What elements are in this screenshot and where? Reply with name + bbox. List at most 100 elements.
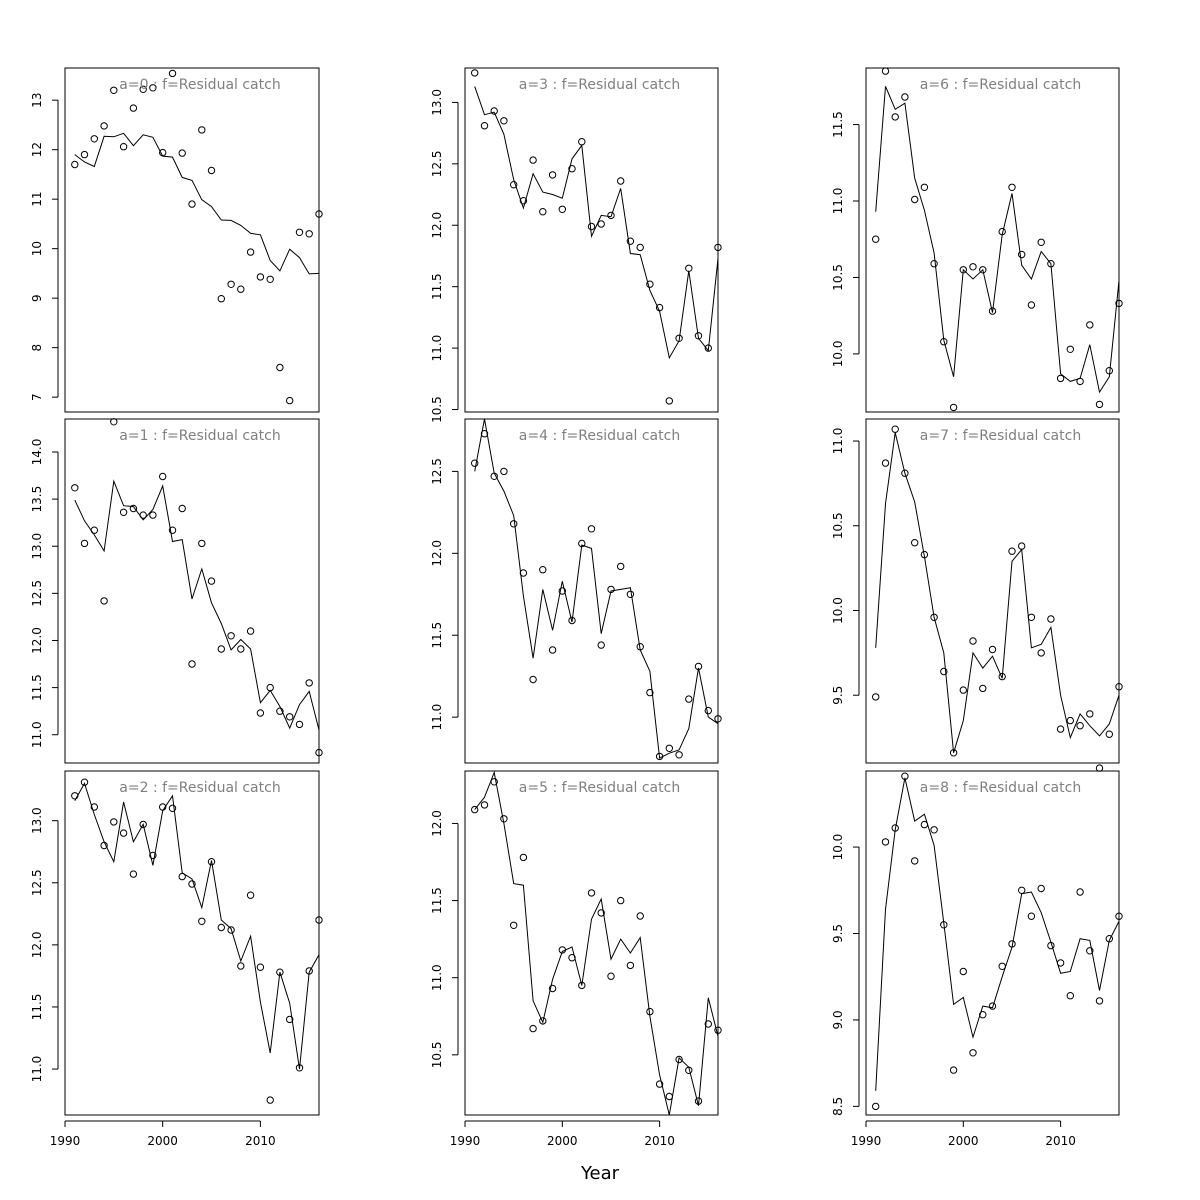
observed-point (110, 418, 118, 426)
observed-point (1086, 947, 1094, 955)
observed-point (891, 425, 899, 433)
observed-point (1076, 377, 1084, 386)
observed-point (617, 562, 625, 571)
observed-point (149, 851, 157, 860)
y-tick-label: 12.0 (430, 212, 444, 239)
observed-point (266, 1096, 274, 1104)
y-tick-label: 8.5 (831, 1097, 845, 1116)
observed-point (286, 1015, 294, 1024)
x-axis-label: Year (580, 1163, 620, 1184)
observed-point (90, 526, 99, 534)
y-tick-label: 9 (30, 294, 44, 302)
observed-point (119, 829, 128, 837)
observed-point (129, 504, 138, 513)
observed-point (119, 143, 128, 151)
observed-point (198, 917, 206, 925)
observed-point (665, 744, 673, 752)
observed-point (949, 403, 958, 412)
observed-point (891, 113, 899, 121)
observed-point (471, 805, 479, 814)
y-tick-label: 11 (30, 192, 44, 207)
observed-point (930, 826, 938, 834)
observed-point (529, 675, 537, 684)
observed-point (704, 344, 712, 352)
panel-title: a=2 : f=Residual catch (119, 780, 280, 796)
observed-point (315, 210, 323, 218)
observed-point (920, 820, 929, 829)
observed-point (500, 815, 508, 823)
y-tick-label: 11.0 (30, 1056, 44, 1083)
panel-title: a=1 : f=Residual catch (119, 428, 280, 444)
observed-point (100, 122, 108, 130)
fitted-line (474, 418, 719, 759)
observed-point (159, 148, 167, 157)
observed-point (1047, 941, 1055, 950)
y-tick-label: 12.0 (430, 540, 444, 567)
observed-point (1018, 542, 1026, 550)
panel-title: a=3 : f=Residual catch (519, 77, 680, 93)
panel-3: 11.0 11.5 12.0 12.5 13.0 13.5 14.0 a=1 : f=Resi… (30, 418, 323, 764)
observed-point (568, 165, 576, 173)
observed-point (471, 69, 479, 77)
y-tick-label: 11.0 (831, 428, 845, 455)
observed-point (90, 135, 99, 143)
y-tick-label: 12.0 (30, 932, 44, 959)
observed-point (979, 684, 987, 693)
observed-point (129, 104, 138, 112)
observed-point (315, 748, 323, 757)
x-tick-label: 2010 (1045, 1134, 1076, 1148)
observed-point (80, 778, 89, 786)
observed-point (149, 84, 157, 92)
observed-point (315, 916, 323, 924)
y-tick-label: 14.0 (30, 439, 44, 466)
observed-point (881, 838, 890, 846)
observed-point (295, 1064, 304, 1072)
observed-point (178, 872, 186, 881)
observed-point (891, 824, 899, 832)
observed-point (207, 577, 216, 585)
observed-point (901, 469, 909, 477)
observed-point (207, 858, 216, 866)
observed-point (1086, 321, 1094, 329)
observed-point (207, 166, 216, 175)
observed-point (256, 709, 265, 717)
observed-point (665, 397, 673, 405)
plot-frame (64, 67, 320, 413)
y-tick-label: 13 (30, 93, 44, 108)
observed-point (237, 962, 245, 970)
observed-point (139, 511, 147, 519)
y-tick-label: 13.5 (30, 486, 44, 513)
observed-point (881, 67, 890, 75)
x-tick-label: 1990 (851, 1134, 882, 1148)
observed-point (959, 967, 967, 976)
observed-point (872, 693, 880, 701)
observed-point (1076, 722, 1084, 730)
observed-point (1008, 547, 1016, 555)
observed-point (480, 122, 489, 130)
observed-point (694, 1097, 703, 1105)
observed-point (139, 85, 147, 94)
observed-point (911, 539, 919, 547)
observed-point (988, 307, 997, 315)
plot-frame (64, 770, 320, 1116)
observed-point (519, 197, 528, 205)
observed-point (168, 69, 177, 78)
observed-point (969, 263, 977, 271)
fitted-line (875, 432, 1120, 753)
fitted-line (74, 132, 320, 275)
observed-point (305, 967, 313, 975)
observed-point (529, 1024, 537, 1033)
y-tick-label: 9.5 (831, 686, 845, 705)
y-tick-label: 11.0 (30, 721, 44, 748)
observed-point (519, 853, 528, 862)
y-tick-label: 10.5 (430, 1041, 444, 1068)
observed-point (1047, 260, 1055, 268)
observed-point (256, 963, 265, 971)
observed-point (159, 803, 167, 811)
observed-point (217, 295, 226, 303)
observed-point (188, 880, 196, 888)
observed-point (539, 566, 547, 574)
y-tick-label: 11.0 (430, 704, 444, 731)
observed-point (217, 923, 226, 932)
